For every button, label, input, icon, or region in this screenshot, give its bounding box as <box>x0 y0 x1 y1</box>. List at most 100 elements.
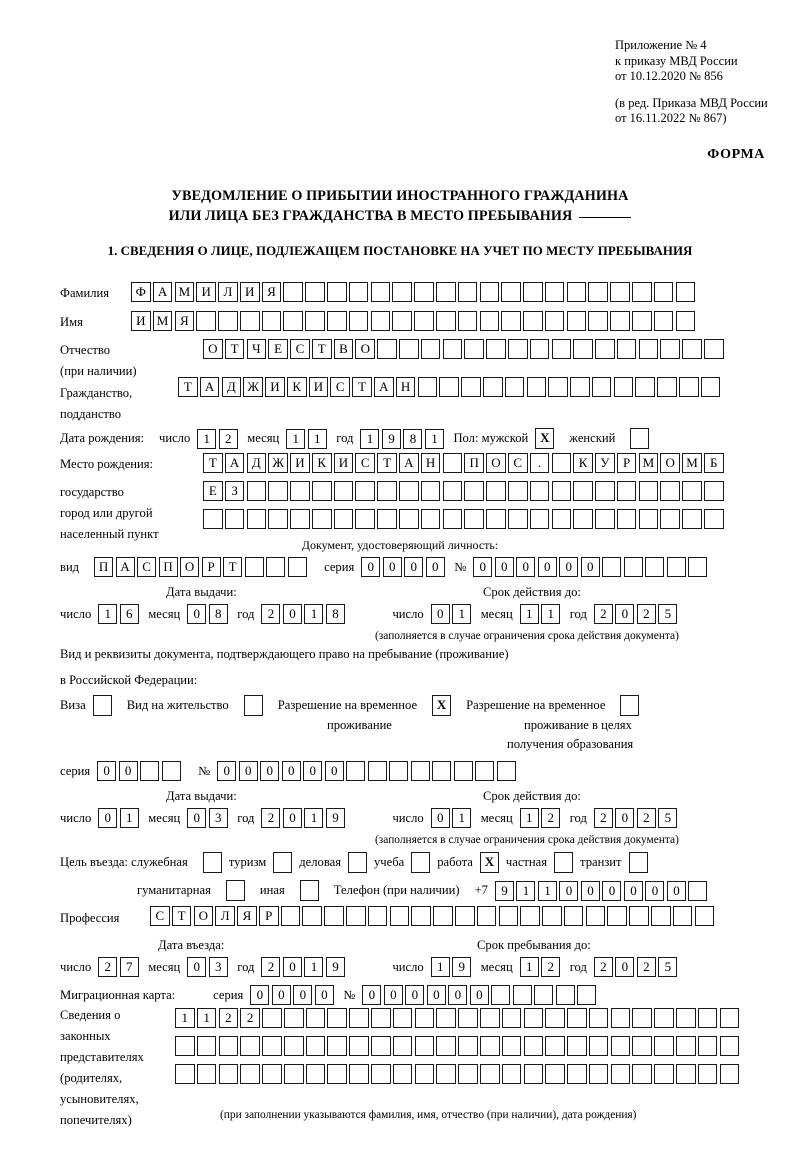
form-cell[interactable] <box>349 1008 369 1028</box>
form-cell[interactable] <box>414 1008 435 1028</box>
form-cell[interactable] <box>346 761 366 781</box>
form-cell[interactable] <box>567 1008 587 1028</box>
form-cell[interactable] <box>457 282 478 302</box>
form-cell[interactable] <box>283 1036 304 1056</box>
form-cell[interactable]: 0 <box>430 604 450 624</box>
form-cell[interactable] <box>523 1008 544 1028</box>
form-cell[interactable]: 0 <box>404 557 424 577</box>
form-cell[interactable] <box>414 1064 435 1084</box>
form-cell[interactable]: 2 <box>636 957 656 977</box>
form-cell[interactable] <box>653 311 674 331</box>
form-cell[interactable]: 0 <box>282 808 302 828</box>
form-cell[interactable]: 3 <box>208 957 228 977</box>
form-cell[interactable]: А <box>152 282 173 302</box>
form-cell[interactable] <box>591 377 612 397</box>
form-cell[interactable] <box>392 1008 413 1028</box>
form-cell[interactable]: 0 <box>473 557 493 577</box>
form-cell[interactable] <box>610 1036 631 1056</box>
form-cell[interactable] <box>534 985 554 1005</box>
form-cell[interactable]: С <box>507 453 528 473</box>
form-cell[interactable]: К <box>286 377 307 397</box>
purpose-study-checkbox[interactable] <box>411 852 431 873</box>
form-cell[interactable] <box>682 339 702 359</box>
purpose-transit-checkbox[interactable] <box>628 852 648 873</box>
form-cell[interactable] <box>660 339 680 359</box>
sex-female-checkbox[interactable] <box>630 428 650 449</box>
form-cell[interactable]: П <box>94 557 114 577</box>
legal-rep-row-2[interactable] <box>175 1036 741 1056</box>
form-cell[interactable] <box>563 906 584 926</box>
form-cell[interactable] <box>635 377 655 397</box>
form-cell[interactable]: 2 <box>541 957 561 977</box>
form-cell[interactable] <box>638 481 659 501</box>
form-cell[interactable]: 8 <box>325 604 345 624</box>
form-cell[interactable] <box>595 481 615 501</box>
form-cell[interactable] <box>682 509 702 529</box>
purpose-humanitarian-checkbox[interactable] <box>225 880 245 901</box>
form-cell[interactable]: А <box>374 377 394 397</box>
form-cell[interactable] <box>496 761 516 781</box>
form-cell[interactable] <box>567 1064 587 1084</box>
form-cell[interactable] <box>436 1064 456 1084</box>
form-cell[interactable] <box>479 1008 500 1028</box>
form-cell[interactable]: Е <box>268 339 288 359</box>
form-cell[interactable]: 2 <box>261 957 281 977</box>
form-cell[interactable] <box>392 1036 413 1056</box>
temp-residence-checkbox[interactable]: X <box>432 695 452 716</box>
form-cell[interactable] <box>175 1064 195 1084</box>
form-cell[interactable] <box>666 557 686 577</box>
form-cell[interactable] <box>399 481 419 501</box>
form-cell[interactable] <box>486 509 506 529</box>
form-cell[interactable]: 8 <box>208 604 228 624</box>
form-cell[interactable]: И <box>333 453 354 473</box>
form-cell[interactable] <box>268 481 288 501</box>
form-cell[interactable] <box>491 985 511 1005</box>
form-cell[interactable] <box>507 509 528 529</box>
purpose-business-checkbox[interactable] <box>348 852 367 873</box>
form-cell[interactable]: 0 <box>448 985 468 1005</box>
form-cell[interactable] <box>389 906 410 926</box>
form-cell[interactable]: С <box>150 906 170 926</box>
form-cell[interactable] <box>660 481 680 501</box>
form-cell[interactable] <box>218 1036 239 1056</box>
form-cell[interactable]: 9 <box>494 880 514 901</box>
form-cell[interactable] <box>442 453 463 473</box>
form-cell[interactable] <box>290 509 310 529</box>
form-cell[interactable] <box>570 377 590 397</box>
form-cell[interactable] <box>305 1064 326 1084</box>
form-cell[interactable] <box>302 906 323 926</box>
form-cell[interactable] <box>555 985 575 1005</box>
form-cell[interactable] <box>283 1064 304 1084</box>
form-cell[interactable] <box>161 761 181 781</box>
form-cell[interactable]: К <box>311 453 332 473</box>
form-cell[interactable] <box>224 509 245 529</box>
form-cell[interactable]: 0 <box>281 761 301 781</box>
form-cell[interactable] <box>607 906 627 926</box>
form-cell[interactable]: С <box>355 453 376 473</box>
purpose-official-checkbox[interactable] <box>202 852 222 873</box>
form-cell[interactable]: Я <box>237 906 257 926</box>
form-cell[interactable]: 1 <box>452 604 472 624</box>
form-cell[interactable]: 6 <box>119 604 139 624</box>
form-cell[interactable] <box>479 1064 500 1084</box>
form-cell[interactable]: Л <box>215 906 235 926</box>
purpose-private-checkbox[interactable] <box>554 852 574 873</box>
form-cell[interactable]: П <box>158 557 178 577</box>
form-cell[interactable] <box>697 1064 718 1084</box>
form-cell[interactable] <box>399 509 419 529</box>
form-cell[interactable]: О <box>180 557 200 577</box>
form-cell[interactable] <box>457 311 478 331</box>
form-cell[interactable]: А <box>224 453 245 473</box>
form-cell[interactable]: 0 <box>271 985 291 1005</box>
form-cell[interactable] <box>458 1064 478 1084</box>
form-cell[interactable] <box>454 906 475 926</box>
form-cell[interactable] <box>371 1036 391 1056</box>
form-cell[interactable]: 1 <box>304 808 324 828</box>
